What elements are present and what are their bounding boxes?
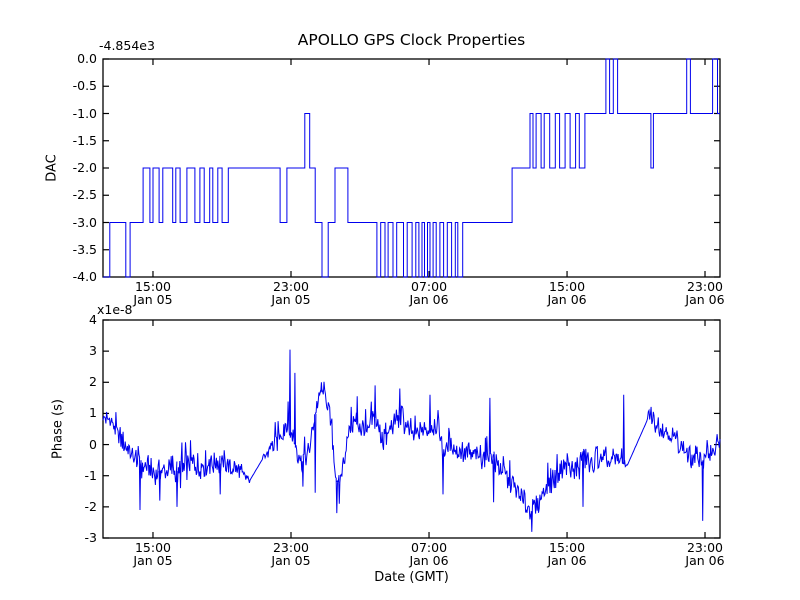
y-tick-label: -4.0 [72, 269, 97, 284]
x-tick-label: 15:00 Jan 06 [532, 280, 602, 306]
x-tick-time: 15:00 [549, 279, 586, 294]
x-tick-label: 23:00 Jan 05 [256, 280, 326, 306]
x-tick-date: Jan 05 [271, 292, 311, 307]
x-tick-label: 23:00 Jan 06 [670, 280, 740, 306]
y-tick-label: -3.0 [72, 214, 97, 230]
x-tick-date: Jan 06 [547, 292, 587, 307]
x-tick-label: 15:00 Jan 05 [118, 541, 188, 567]
phase-plot-frame [102, 319, 721, 539]
x-tick-date: Jan 06 [685, 553, 725, 568]
dac-series-line [103, 58, 720, 278]
y-tick-label: 2 [89, 374, 97, 390]
x-tick-time: 07:00 [411, 540, 448, 555]
dac-axis-offset-label: -4.854e3 [99, 38, 155, 53]
x-tick-time: 23:00 [686, 279, 724, 294]
x-tick-label: 15:00 Jan 06 [532, 541, 602, 567]
y-tick-label: -3.5 [72, 241, 97, 257]
y-tick-label: -2.0 [72, 160, 97, 175]
figure-title: APOLLO GPS Clock Properties [297, 31, 526, 49]
y-tick-label: -2 [84, 498, 97, 514]
x-tick-label: 23:00 Jan 05 [256, 541, 326, 567]
x-tick-time: 15:00 [134, 279, 171, 294]
x-tick-time: 07:00 [411, 279, 448, 294]
date-xlabel: Date (GMT) [374, 570, 449, 585]
x-tick-date: Jan 06 [409, 553, 449, 568]
x-tick-label: 23:00 Jan 06 [670, 541, 740, 567]
x-tick-time: 15:00 [134, 540, 171, 555]
x-tick-date: Jan 06 [409, 292, 449, 307]
phase-series-line [102, 349, 721, 532]
y-tick-label: 0 [89, 436, 97, 452]
y-tick-label: -3 [84, 530, 97, 545]
x-tick-time: 15:00 [549, 540, 586, 555]
x-tick-label: 15:00 Jan 05 [118, 280, 188, 306]
y-tick-label: 4 [89, 312, 97, 327]
y-tick-label: -0.5 [72, 78, 97, 94]
x-tick-label: 07:00 Jan 06 [394, 541, 464, 567]
y-tick-label: 3 [89, 343, 97, 359]
phase-axis-multiplier-label: x1e-8 [97, 302, 133, 317]
x-tick-date: Jan 05 [133, 292, 173, 307]
y-tick-label: -1.0 [72, 105, 97, 121]
x-tick-date: Jan 05 [271, 553, 311, 568]
y-tick-label: 1 [89, 405, 97, 421]
dac-plot-frame [102, 58, 721, 278]
x-tick-time: 23:00 [686, 540, 724, 555]
x-tick-label: 07:00 Jan 06 [394, 280, 464, 306]
x-tick-date: Jan 06 [547, 553, 587, 568]
y-tick-label: -1 [84, 467, 97, 483]
y-tick-label: -1.5 [72, 132, 97, 148]
y-tick-label: 0.0 [77, 51, 97, 66]
y-tick-label: -2.5 [72, 187, 97, 203]
x-tick-time: 23:00 [272, 279, 309, 294]
x-tick-date: Jan 06 [685, 292, 725, 307]
x-tick-date: Jan 05 [133, 553, 173, 568]
x-tick-time: 23:00 [272, 540, 309, 555]
